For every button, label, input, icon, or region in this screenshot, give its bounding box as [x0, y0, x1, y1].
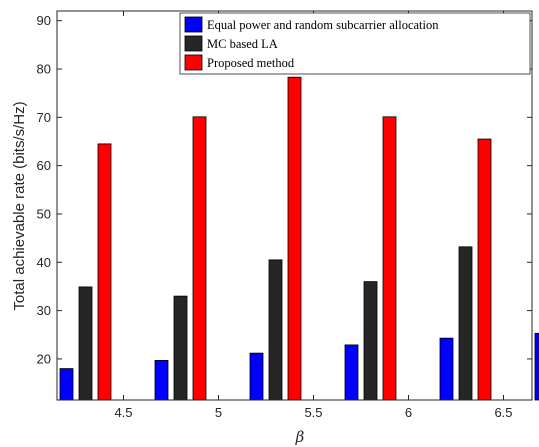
- bar-series-1-point-3: [249, 352, 264, 401]
- x-tick-label: 5: [215, 405, 222, 420]
- x-axis-label: β: [295, 428, 305, 446]
- legend-label-3: Proposed method: [207, 56, 295, 70]
- legend: Equal power and random subcarrier alloca…: [179, 12, 531, 75]
- bar-series-3-point-4: [382, 116, 397, 401]
- legend-swatch-2: [184, 35, 203, 52]
- plot-frame: [56, 10, 533, 401]
- x-tick-label: 6.5: [494, 405, 512, 420]
- y-tick-label: 30: [37, 303, 51, 318]
- y-tick-label: 50: [37, 206, 51, 221]
- legend-label-2: MC based LA: [207, 37, 278, 51]
- x-tick-label: 6: [405, 405, 412, 420]
- y-tick-label: 80: [37, 61, 51, 76]
- y-tick-label: 40: [37, 255, 51, 270]
- bar-series-2-point-4: [363, 281, 378, 401]
- bar-series-2-point-5: [458, 246, 473, 401]
- y-tick-label: 90: [37, 13, 51, 28]
- bar-series-1-point-4: [344, 344, 359, 401]
- y-tick-label: 70: [37, 110, 51, 125]
- legend-swatch-1: [184, 16, 203, 33]
- x-tick-label: 4.5: [114, 405, 132, 420]
- bar-series-3-point-2: [192, 116, 207, 401]
- bar-series-2-point-3: [268, 259, 283, 401]
- bar-series-3-point-1: [97, 143, 112, 401]
- x-tick-label: 5.5: [304, 405, 322, 420]
- y-axis-label: Total achievable rate (bits/s/Hz): [11, 101, 28, 310]
- x-axis: 4.5 5 5.5 6 6.5: [114, 11, 513, 420]
- bar-series-1-point-6: [534, 332, 539, 401]
- bar-series-1-point-1: [59, 368, 74, 401]
- bar-series-3-point-5: [477, 138, 492, 401]
- bars-layer: [59, 76, 539, 401]
- bar-series-1-point-2: [154, 359, 169, 401]
- y-axis: 20 30 40 50 60 70 80 90: [37, 13, 532, 366]
- bar-series-1-point-5: [439, 337, 454, 401]
- legend-box: [179, 12, 531, 75]
- bar-series-2-point-1: [78, 286, 93, 401]
- legend-label-1: Equal power and random subcarrier alloca…: [207, 18, 439, 32]
- bar-series-2-point-2: [173, 295, 188, 401]
- bar-series-3-point-3: [287, 76, 302, 401]
- y-tick-label: 60: [37, 158, 51, 173]
- y-tick-label: 20: [37, 351, 51, 366]
- legend-swatch-3: [184, 54, 203, 71]
